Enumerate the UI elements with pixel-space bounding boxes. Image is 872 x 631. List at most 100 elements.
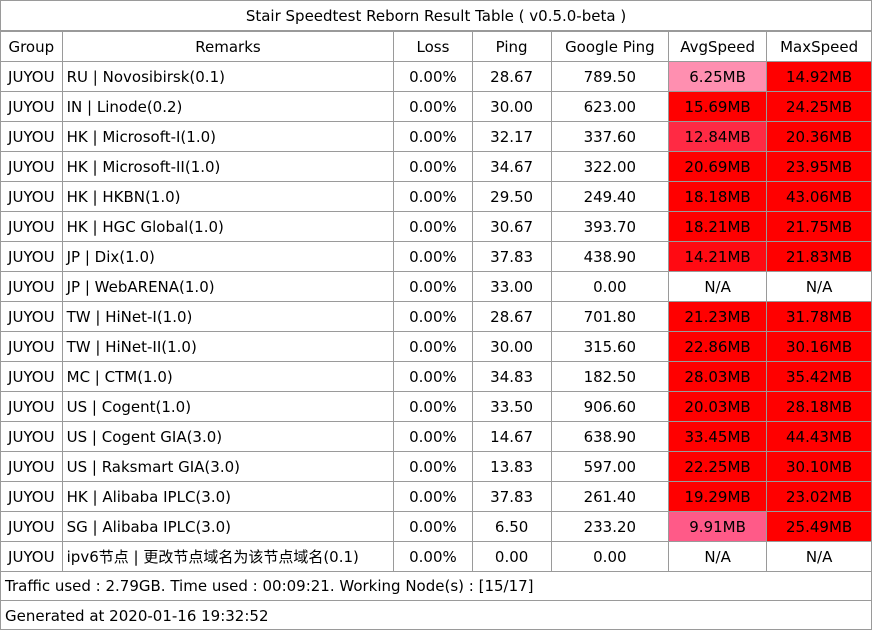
cell-group: JUYOU [1, 421, 63, 452]
cell-google-ping: 638.90 [550, 421, 669, 452]
cell-group: JUYOU [1, 511, 63, 542]
cell-avg-speed: 9.91MB [667, 511, 768, 542]
cell-google-ping: 337.60 [550, 121, 669, 152]
cell-ping: 33.50 [471, 391, 552, 422]
cell-google-ping: 438.90 [550, 241, 669, 272]
table-title: Stair Speedtest Reborn Result Table ( v0… [1, 1, 871, 31]
cell-google-ping: 249.40 [550, 181, 669, 212]
table-row: JUYOU ipv6节点 | 更改节点域名为该节点域名(0.1) 0.00% 0.00… [1, 541, 871, 572]
table-row: JUYOU MC | CTM(1.0) 0.00% 34.83 182.50 28.03M… [1, 361, 871, 392]
generated-timestamp: Generated at 2020-01-16 19:32:52 [5, 607, 269, 625]
table-row: JUYOU HK | HKBN(1.0) 0.00% 29.50 249.40 18.18… [1, 181, 871, 212]
cell-remarks: IN | Linode(0.2) [61, 91, 395, 122]
header-max-speed: MaxSpeed [766, 31, 871, 62]
header-google-ping: Google Ping [550, 31, 669, 62]
cell-max-speed: 23.95MB [766, 151, 871, 182]
cell-loss: 0.00% [393, 61, 473, 92]
table-row: JUYOU HK | Microsoft-II(1.0) 0.00% 34.67 322… [1, 151, 871, 182]
cell-ping: 34.67 [471, 151, 552, 182]
cell-max-speed: 30.16MB [766, 331, 871, 362]
cell-google-ping: 233.20 [550, 511, 669, 542]
cell-remarks: US | Raksmart GIA(3.0) [61, 451, 395, 482]
header-group: Group [1, 31, 63, 62]
cell-avg-speed: 18.18MB [667, 181, 768, 212]
cell-avg-speed: 18.21MB [667, 211, 768, 242]
cell-ping: 32.17 [471, 121, 552, 152]
cell-loss: 0.00% [393, 511, 473, 542]
table-row: JUYOU US | Cogent GIA(3.0) 0.00% 14.67 638.9… [1, 421, 871, 452]
cell-google-ping: 623.00 [550, 91, 669, 122]
cell-ping: 28.67 [471, 61, 552, 92]
cell-remarks: HK | HKBN(1.0) [61, 181, 395, 212]
table-row: JUYOU JP | Dix(1.0) 0.00% 37.83 438.90 14.21M… [1, 241, 871, 272]
cell-google-ping: 315.60 [550, 331, 669, 362]
cell-google-ping: 701.80 [550, 301, 669, 332]
cell-loss: 0.00% [393, 241, 473, 272]
cell-max-speed: 20.36MB [766, 121, 871, 152]
cell-group: JUYOU [1, 541, 63, 572]
cell-loss: 0.00% [393, 121, 473, 152]
cell-remarks: TW | HiNet-II(1.0) [61, 331, 395, 362]
table-row: JUYOU RU | Novosibirsk(0.1) 0.00% 28.67 789.… [1, 61, 871, 92]
cell-avg-speed: 21.23MB [667, 301, 768, 332]
table-row: JUYOU HK | Alibaba IPLC(3.0) 0.00% 37.83 261… [1, 481, 871, 512]
cell-max-speed: N/A [766, 541, 871, 572]
cell-max-speed: 25.49MB [766, 511, 871, 542]
traffic-summary: Traffic used : 2.79GB. Time used : 00:09… [1, 571, 871, 601]
cell-remarks: HK | Microsoft-I(1.0) [61, 121, 395, 152]
cell-ping: 6.50 [471, 511, 552, 542]
cell-loss: 0.00% [393, 271, 473, 302]
cell-ping: 33.00 [471, 271, 552, 302]
cell-group: JUYOU [1, 391, 63, 422]
table-row: JUYOU IN | Linode(0.2) 0.00% 30.00 623.00 15.… [1, 91, 871, 122]
cell-group: JUYOU [1, 151, 63, 182]
cell-ping: 30.00 [471, 91, 552, 122]
cell-avg-speed: 6.25MB [667, 61, 768, 92]
cell-group: JUYOU [1, 121, 63, 152]
cell-remarks: SG | Alibaba IPLC(3.0) [61, 511, 395, 542]
cell-max-speed: 44.43MB [766, 421, 871, 452]
cell-avg-speed: 19.29MB [667, 481, 768, 512]
cell-google-ping: 182.50 [550, 361, 669, 392]
cell-remarks: US | Cogent(1.0) [61, 391, 395, 422]
cell-remarks: HK | Microsoft-II(1.0) [61, 151, 395, 182]
cell-avg-speed: N/A [667, 271, 768, 302]
cell-max-speed: 21.75MB [766, 211, 871, 242]
header-avg-speed: AvgSpeed [667, 31, 768, 62]
cell-max-speed: 30.10MB [766, 451, 871, 482]
cell-avg-speed: 12.84MB [667, 121, 768, 152]
cell-google-ping: 322.00 [550, 151, 669, 182]
cell-group: JUYOU [1, 241, 63, 272]
cell-avg-speed: 14.21MB [667, 241, 768, 272]
speedtest-table: Group Remarks Loss Ping Google Ping AvgS… [1, 31, 871, 572]
cell-remarks: US | Cogent GIA(3.0) [61, 421, 395, 452]
table-row: JUYOU US | Raksmart GIA(3.0) 0.00% 13.83 597… [1, 451, 871, 482]
cell-avg-speed: 22.86MB [667, 331, 768, 362]
cell-group: JUYOU [1, 271, 63, 302]
cell-loss: 0.00% [393, 391, 473, 422]
cell-ping: 30.67 [471, 211, 552, 242]
cell-google-ping: 906.60 [550, 391, 669, 422]
header-loss: Loss [393, 31, 473, 62]
cell-google-ping: 0.00 [550, 541, 669, 572]
cell-avg-speed: N/A [667, 541, 768, 572]
cell-group: JUYOU [1, 481, 63, 512]
cell-loss: 0.00% [393, 541, 473, 572]
cell-loss: 0.00% [393, 421, 473, 452]
cell-max-speed: 14.92MB [766, 61, 871, 92]
cell-loss: 0.00% [393, 481, 473, 512]
cell-avg-speed: 15.69MB [667, 91, 768, 122]
cell-max-speed: 23.02MB [766, 481, 871, 512]
cell-google-ping: 789.50 [550, 61, 669, 92]
cell-group: JUYOU [1, 361, 63, 392]
cell-ping: 34.83 [471, 361, 552, 392]
cell-remarks: MC | CTM(1.0) [61, 361, 395, 392]
cell-group: JUYOU [1, 301, 63, 332]
cell-max-speed: 21.83MB [766, 241, 871, 272]
cell-max-speed: 28.18MB [766, 391, 871, 422]
cell-remarks: JP | WebARENA(1.0) [61, 271, 395, 302]
table-row: JUYOU JP | WebARENA(1.0) 0.00% 33.00 0.00 N/A… [1, 271, 871, 302]
cell-avg-speed: 20.03MB [667, 391, 768, 422]
cell-google-ping: 597.00 [550, 451, 669, 482]
cell-max-speed: 35.42MB [766, 361, 871, 392]
